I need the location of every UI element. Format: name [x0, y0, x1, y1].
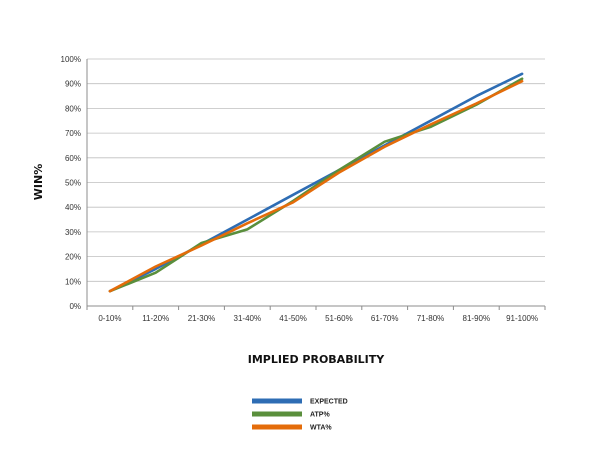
y-tick-label: 50%: [65, 179, 81, 188]
x-tick-label: 0-10%: [98, 314, 121, 323]
y-tick-label: 100%: [61, 55, 81, 64]
x-tick-label: 61-70%: [371, 314, 399, 323]
y-axis-label: WIN%: [32, 164, 45, 200]
legend-label: ATP%: [310, 412, 330, 419]
y-tick-label: 60%: [65, 154, 81, 163]
x-axis-ticks: 0-10% 11-20% 21-30% 31-40% 41-50% 51-60% 61-70…: [86, 306, 546, 323]
x-tick-label: 81-90%: [463, 314, 491, 323]
y-tick-label: 30%: [65, 228, 81, 237]
x-tick-label: 91-100%: [506, 314, 538, 323]
legend-label: WTA%: [310, 425, 332, 432]
legend-swatch: [252, 398, 302, 404]
legend-swatch: [252, 411, 302, 417]
x-tick-label: 41-50%: [279, 314, 307, 323]
series-line-atp: [108, 77, 524, 293]
legend-swatch: [252, 424, 302, 430]
y-tick-label: 40%: [65, 203, 81, 212]
y-axis-ticks: 0% 10% 20% 30% 40% 50% 60% 70% 80% 90% 100%: [61, 55, 81, 311]
y-tick-label: 80%: [65, 104, 81, 113]
legend-label: EXPECTED: [310, 399, 348, 406]
x-tick-label: 71-80%: [417, 314, 445, 323]
x-tick-label: 31-40%: [234, 314, 262, 323]
series-lines: [108, 72, 524, 293]
x-tick-label: 51-60%: [325, 314, 353, 323]
y-tick-label: 10%: [65, 277, 81, 286]
x-tick-label: 11-20%: [142, 314, 169, 323]
y-tick-label: 0%: [69, 302, 81, 311]
series-line-wta: [108, 79, 524, 293]
y-tick-label: 90%: [65, 80, 81, 89]
y-tick-label: 20%: [65, 253, 81, 262]
y-tick-label: 70%: [65, 129, 81, 138]
legend: EXPECTED ATP% WTA%: [252, 398, 348, 432]
x-tick-label: 21-30%: [188, 314, 216, 323]
x-axis-label: IMPLIED PROBABILITY: [248, 353, 386, 366]
